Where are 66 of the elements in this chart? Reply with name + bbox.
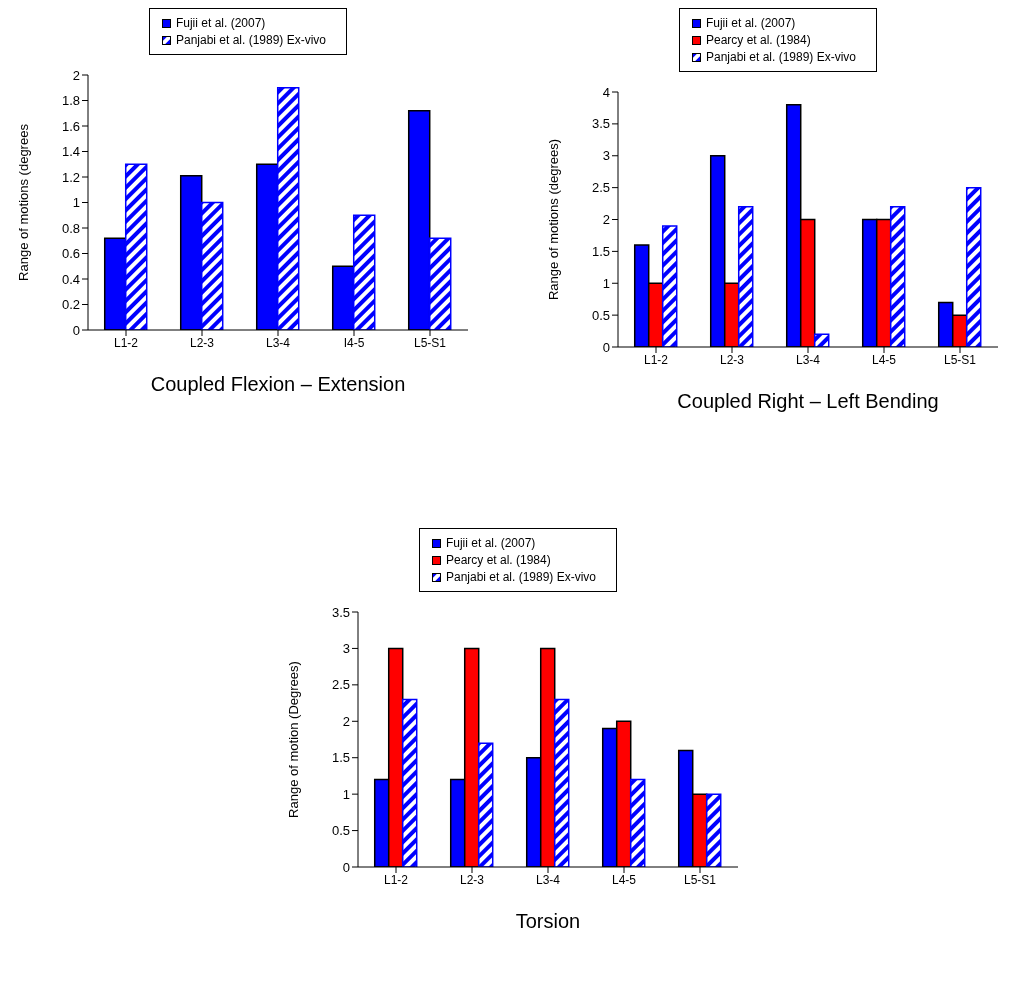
y-tick-label: 1.6: [61, 118, 80, 134]
x-tick-label: L2-3: [459, 872, 485, 887]
bar: [401, 698, 418, 867]
x-axis-title: Coupled Flexion – Extension: [149, 373, 407, 396]
bar: [553, 698, 570, 867]
x-tick-label: L4-5: [611, 872, 637, 887]
y-tick-label: 2: [342, 713, 350, 729]
bar: [889, 206, 906, 347]
y-tick-label: 3.5: [591, 116, 610, 132]
legend-label: Fujii et al. (2007): [175, 16, 266, 30]
bar: [705, 793, 722, 867]
y-tick-label: 4: [602, 84, 610, 100]
x-axis-title: Torsion: [514, 910, 582, 933]
legend-label: Panjabi et al. (1989) Ex-vivo: [445, 570, 597, 584]
x-tick-label: L1-2: [383, 872, 409, 887]
x-tick-label: L3-4: [795, 352, 821, 367]
y-tick-label: 0: [72, 322, 80, 338]
y-tick-label: 2.5: [331, 677, 350, 693]
legend-label: Pearcy et al. (1984): [705, 33, 811, 47]
y-tick-label: 2: [602, 212, 610, 228]
y-tick-label: 0.8: [61, 220, 80, 236]
y-tick-label: 1.2: [61, 169, 80, 185]
x-tick-label: L3-4: [535, 872, 561, 887]
legend-label: Panjabi et al. (1989) Ex-vivo: [175, 33, 327, 47]
y-tick-label: 1.8: [61, 93, 80, 109]
legend-label: Fujii et al. (2007): [705, 16, 796, 30]
x-tick-label: L4-5: [871, 352, 897, 367]
y-tick-label: 1: [72, 195, 80, 211]
x-tick-label: I4-5: [343, 335, 365, 350]
x-tick-label: L1-2: [113, 335, 139, 350]
y-tick-label: 2: [72, 67, 80, 83]
bar: [477, 742, 494, 867]
x-tick-label: L3-4: [265, 335, 291, 350]
x-tick-label: L5-S1: [943, 352, 977, 367]
y-tick-label: 3: [342, 641, 350, 657]
y-tick-label: 3: [602, 148, 610, 164]
bar: [737, 206, 754, 347]
y-axis-title: Range of motions (degrees: [15, 123, 31, 281]
y-tick-label: 2.5: [591, 180, 610, 196]
y-axis-title: Range of motion (Degrees): [285, 661, 301, 818]
x-tick-label: L5-S1: [413, 335, 447, 350]
y-tick-label: 0: [342, 859, 350, 875]
legend-label: Fujii et al. (2007): [445, 536, 536, 550]
legend-label: Pearcy et al. (1984): [445, 553, 551, 567]
y-tick-label: 3.5: [331, 604, 350, 620]
x-tick-label: L5-S1: [683, 872, 717, 887]
y-tick-label: 1.4: [61, 144, 80, 160]
legend-label: Panjabi et al. (1989) Ex-vivo: [705, 50, 857, 64]
x-tick-label: L1-2: [643, 352, 669, 367]
bar: [661, 225, 678, 347]
y-tick-label: 0: [602, 339, 610, 355]
bar: [965, 186, 982, 347]
y-tick-label: 1.5: [591, 243, 610, 259]
y-tick-label: 0.5: [331, 823, 350, 839]
y-tick-label: 0.5: [591, 307, 610, 323]
y-tick-label: 1.5: [331, 750, 350, 766]
bar: [629, 778, 646, 867]
x-tick-label: L2-3: [189, 335, 215, 350]
y-tick-label: 1: [602, 275, 610, 291]
x-axis-title: Coupled Right – Left Bending: [676, 390, 940, 413]
y-tick-label: 0.6: [61, 246, 80, 262]
y-tick-label: 0.2: [61, 297, 80, 313]
y-axis-title: Range of motions (degrees): [545, 138, 561, 301]
y-tick-label: 1: [342, 786, 350, 802]
y-tick-label: 0.4: [61, 271, 80, 287]
x-tick-label: L2-3: [719, 352, 745, 367]
